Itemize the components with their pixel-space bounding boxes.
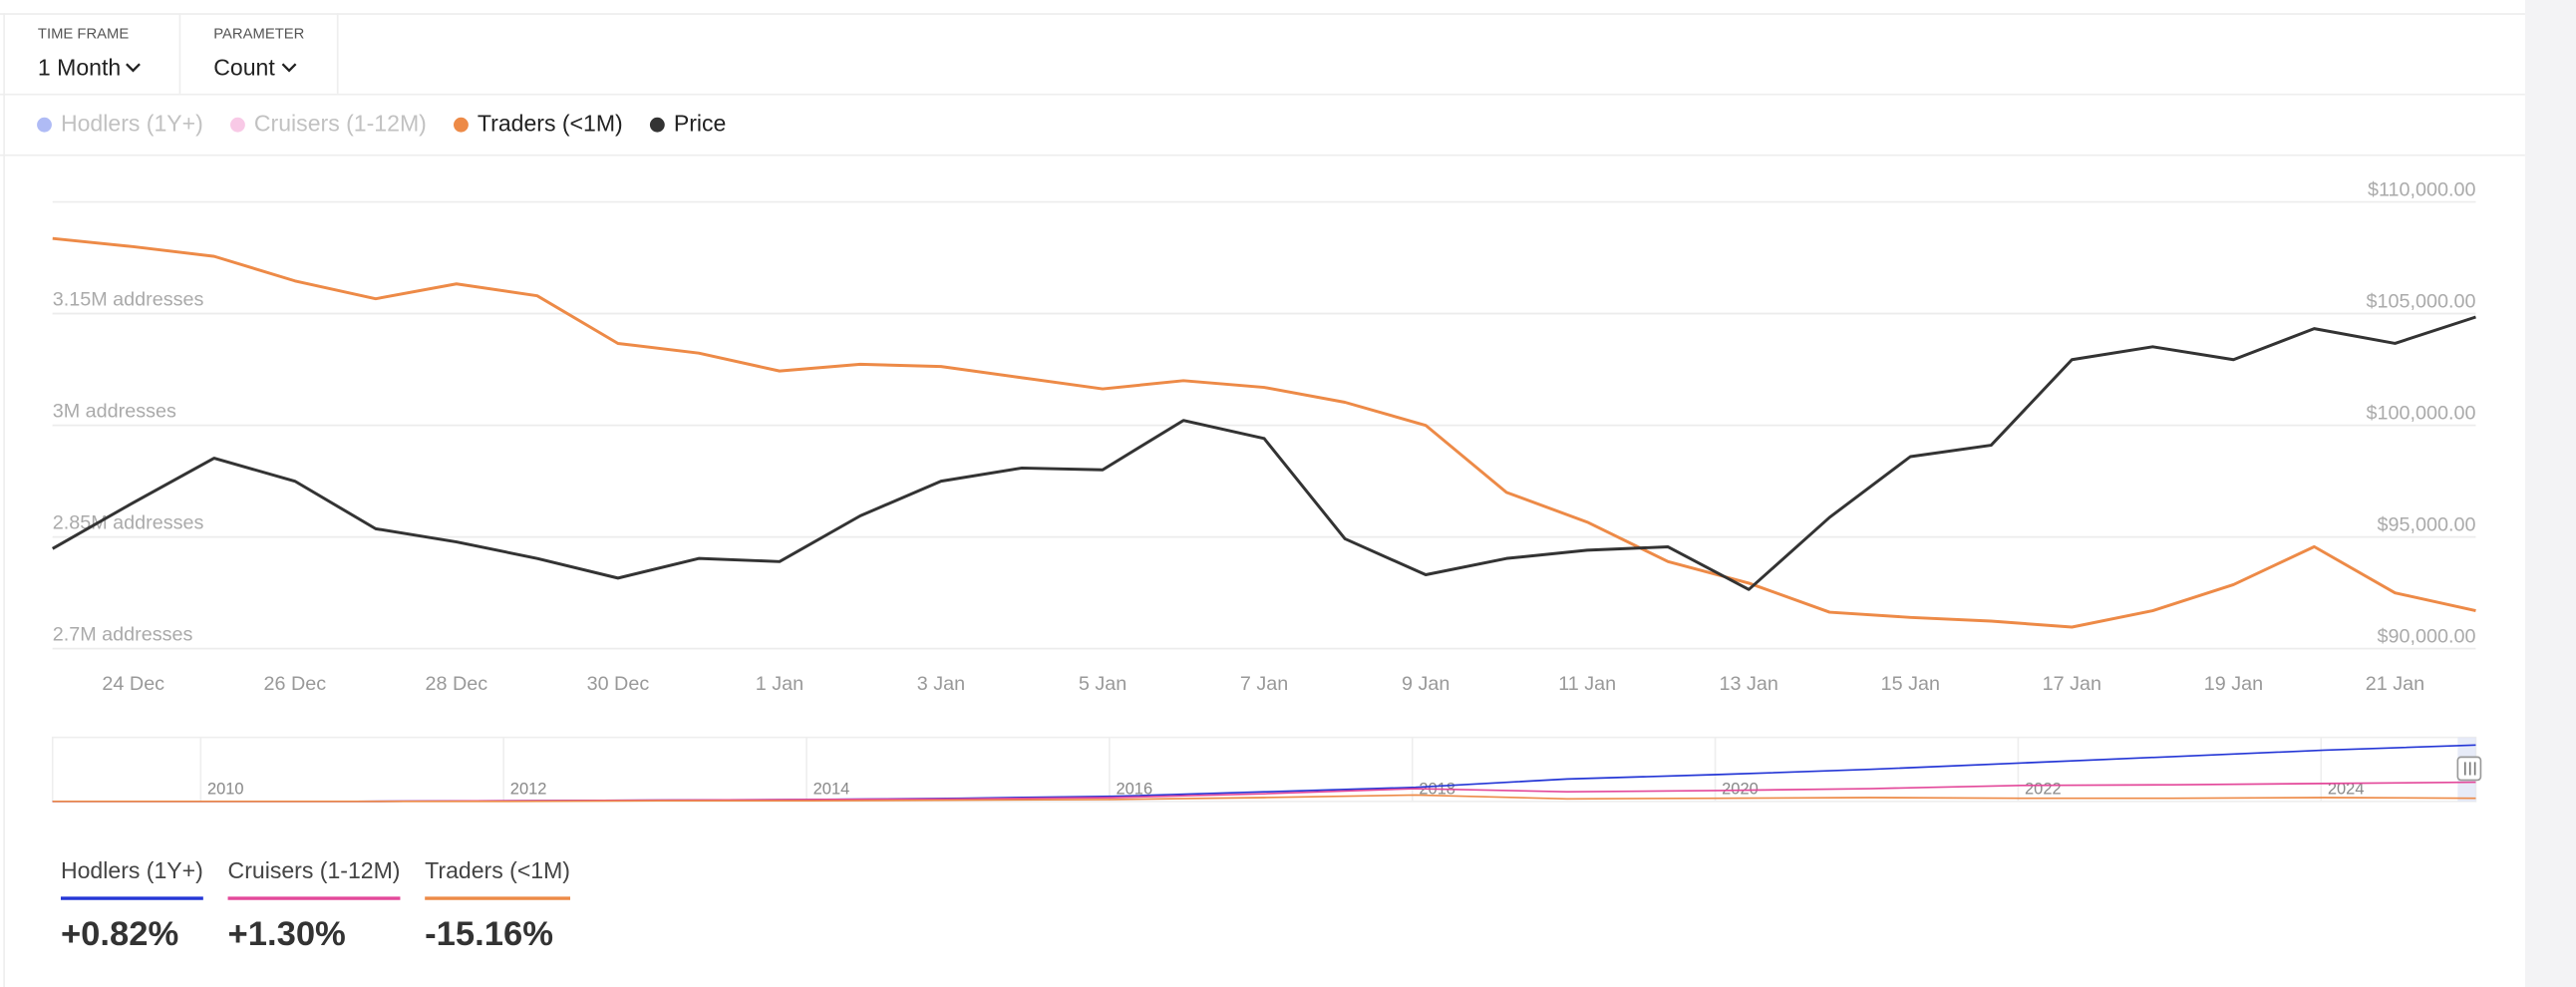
series-line	[52, 315, 2476, 591]
page-margin	[2524, 0, 2576, 987]
y2-tick-label: $100,000.00	[2367, 402, 2476, 424]
x-tick-label: 1 Jan	[756, 673, 804, 695]
x-tick-label: 17 Jan	[2043, 673, 2101, 695]
change-name: Cruisers (1-12M)	[228, 857, 401, 883]
change-name: Traders (<1M)	[425, 857, 570, 883]
navigator-tick-label: 2012	[510, 781, 547, 799]
navigator-tick-label: 2022	[2025, 781, 2062, 799]
navigator-line	[52, 794, 2476, 803]
x-tick-label: 5 Jan	[1079, 673, 1127, 695]
y2-tick-label: $105,000.00	[2367, 290, 2476, 312]
x-tick-label: 21 Jan	[2366, 673, 2424, 695]
navigator-tick-label: 2014	[813, 781, 850, 799]
legend-label: Cruisers (1-12M)	[254, 110, 427, 136]
control-label: PARAMETER	[213, 27, 304, 43]
legend-label: Hodlers (1Y+)	[61, 110, 203, 136]
x-tick-label: 19 Jan	[2204, 673, 2263, 695]
x-tick-label: 28 Dec	[426, 673, 488, 695]
y-tick-label: 3.15M addresses	[53, 289, 204, 311]
legend-label: Price	[674, 110, 727, 136]
x-tick-label: 24 Dec	[102, 673, 164, 695]
y-tick-label: 2.7M addresses	[53, 624, 193, 646]
change-value: +0.82%	[61, 915, 178, 953]
change-value: -15.16%	[425, 915, 553, 953]
legend-dot	[454, 117, 469, 133]
y2-tick-label: $110,000.00	[2368, 178, 2475, 200]
legend-item[interactable]: Cruisers (1-12M)	[230, 110, 427, 136]
x-tick-label: 13 Jan	[1720, 673, 1778, 695]
x-tick-label: 15 Jan	[1881, 673, 1940, 695]
legend-label: Traders (<1M)	[478, 110, 623, 136]
navigator-tick-label: 2020	[1722, 781, 1759, 799]
navigator-tick-label: 2010	[207, 781, 244, 799]
change-name: Hodlers (1Y+)	[61, 857, 203, 883]
x-tick-label: 3 Jan	[917, 673, 965, 695]
x-tick-label: 11 Jan	[1558, 673, 1616, 695]
legend-dot	[37, 117, 52, 133]
change-value: +1.30%	[228, 915, 346, 953]
chevron	[126, 63, 141, 73]
x-tick-label: 30 Dec	[587, 673, 650, 695]
legend-item[interactable]: Price	[649, 110, 727, 136]
legend-dot	[230, 117, 245, 133]
time-frame-control[interactable]: TIME FRAME 1 Month	[38, 27, 141, 81]
navigator-tick-label: 2016	[1116, 781, 1152, 799]
legend-item[interactable]: Traders (<1M)	[454, 110, 623, 136]
x-tick-label: 7 Jan	[1240, 673, 1288, 695]
control-value: 1 Month	[38, 54, 121, 80]
y-tick-label: 2.85M addresses	[53, 512, 204, 534]
y2-tick-label: $90,000.00	[2378, 625, 2476, 647]
y-tick-label: 3M addresses	[53, 401, 176, 423]
series-line	[52, 236, 2476, 629]
legend-dot	[649, 117, 665, 133]
parameter-control[interactable]: PARAMETER Count	[213, 27, 304, 81]
legend-item[interactable]: Hodlers (1Y+)	[37, 110, 203, 136]
x-tick-label: 26 Dec	[263, 673, 326, 695]
x-tick-label: 9 Jan	[1402, 673, 1449, 695]
navigator-tick-label: 2024	[2328, 781, 2365, 799]
chevron	[281, 63, 297, 73]
control-value: Count	[213, 54, 275, 80]
control-label: TIME FRAME	[38, 27, 129, 43]
handle-grip	[2463, 762, 2476, 776]
y2-tick-label: $95,000.00	[2378, 513, 2476, 535]
